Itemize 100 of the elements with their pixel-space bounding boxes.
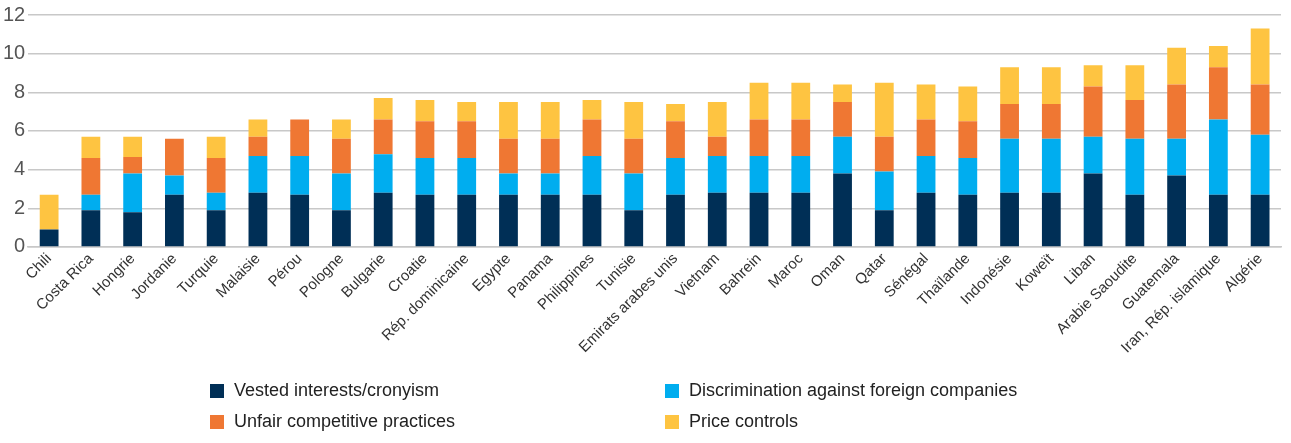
bar bbox=[749, 156, 769, 193]
bar bbox=[1041, 192, 1061, 247]
bar bbox=[1167, 175, 1186, 247]
y-tick-label: 6 bbox=[14, 118, 26, 141]
bar bbox=[1167, 47, 1186, 85]
legend-label: Unfair competitive practices bbox=[234, 411, 456, 432]
bar bbox=[791, 192, 811, 247]
bar bbox=[165, 138, 184, 176]
bar bbox=[666, 158, 685, 195]
legend-label: Discrimination against foreign companies bbox=[689, 380, 1018, 401]
bar bbox=[1000, 192, 1019, 247]
bar bbox=[415, 121, 435, 159]
bar bbox=[958, 158, 978, 195]
bar bbox=[916, 192, 936, 247]
bar bbox=[123, 212, 143, 247]
bar bbox=[707, 156, 727, 193]
bar bbox=[81, 158, 101, 195]
bar bbox=[1208, 45, 1228, 68]
bar bbox=[707, 136, 727, 157]
y-tick-label: 4 bbox=[14, 157, 26, 180]
bar bbox=[1125, 100, 1145, 139]
bar bbox=[749, 119, 769, 157]
bar bbox=[1208, 67, 1228, 120]
bar bbox=[248, 192, 268, 247]
bar bbox=[499, 138, 518, 174]
bar bbox=[833, 173, 852, 247]
bar bbox=[791, 82, 811, 120]
bar bbox=[958, 194, 978, 247]
bar bbox=[123, 173, 143, 213]
bar bbox=[791, 119, 811, 157]
bar bbox=[123, 157, 143, 174]
bar bbox=[290, 194, 310, 247]
bar bbox=[749, 82, 769, 120]
bar bbox=[415, 158, 435, 195]
bar bbox=[1083, 173, 1103, 247]
bar bbox=[1041, 138, 1061, 193]
bar bbox=[582, 156, 602, 195]
bar bbox=[833, 84, 852, 102]
bar bbox=[707, 101, 727, 137]
y-tick-label: 0 bbox=[14, 234, 26, 257]
bar bbox=[1167, 84, 1186, 139]
bar bbox=[373, 98, 393, 120]
bar bbox=[248, 119, 268, 137]
bar bbox=[624, 210, 644, 247]
bar bbox=[833, 101, 852, 137]
bar bbox=[81, 194, 101, 211]
bar bbox=[624, 138, 644, 174]
bar bbox=[540, 194, 560, 247]
bar bbox=[1125, 65, 1145, 101]
bar bbox=[415, 194, 435, 247]
bar bbox=[666, 194, 685, 247]
bar bbox=[332, 210, 351, 247]
bar bbox=[415, 100, 435, 122]
y-tick-label: 12 bbox=[3, 2, 26, 25]
bar bbox=[874, 210, 894, 247]
bar bbox=[1000, 67, 1019, 104]
y-tick-label: 10 bbox=[3, 41, 26, 64]
bar bbox=[206, 192, 226, 211]
bar bbox=[540, 138, 560, 174]
y-tick-label: 8 bbox=[14, 79, 26, 102]
bar bbox=[457, 158, 477, 195]
bar bbox=[457, 194, 477, 247]
legend-label: Price controls bbox=[689, 411, 799, 432]
bar bbox=[958, 121, 978, 159]
bar bbox=[1041, 67, 1061, 104]
bar bbox=[165, 175, 184, 195]
bar bbox=[248, 136, 268, 157]
bar bbox=[666, 103, 685, 122]
bar bbox=[874, 82, 894, 137]
bar bbox=[206, 210, 226, 247]
bar bbox=[540, 173, 560, 195]
bar bbox=[1000, 138, 1019, 193]
bar bbox=[457, 121, 477, 159]
bar bbox=[1083, 65, 1103, 87]
bar bbox=[248, 156, 268, 193]
bar bbox=[916, 119, 936, 157]
bar bbox=[582, 100, 602, 120]
y-tick-label: 2 bbox=[14, 195, 26, 218]
bar bbox=[290, 119, 310, 157]
bar bbox=[833, 136, 852, 174]
bar bbox=[1208, 119, 1228, 195]
bar bbox=[81, 210, 101, 247]
bar bbox=[206, 136, 226, 159]
bar bbox=[499, 101, 518, 139]
bar bbox=[1125, 138, 1145, 195]
bar bbox=[1083, 86, 1103, 137]
bar bbox=[1083, 136, 1103, 174]
legend-label: Vested interests/cronyism bbox=[234, 380, 440, 401]
bar bbox=[791, 156, 811, 193]
bar bbox=[1041, 103, 1061, 139]
bar bbox=[1167, 138, 1186, 176]
bar bbox=[1125, 194, 1145, 247]
bar bbox=[332, 138, 351, 174]
bar bbox=[624, 173, 644, 211]
bar bbox=[39, 229, 59, 247]
bar bbox=[540, 101, 560, 139]
bar bbox=[332, 173, 351, 211]
bar bbox=[81, 136, 101, 159]
bar bbox=[1250, 28, 1270, 85]
bar bbox=[373, 154, 393, 193]
